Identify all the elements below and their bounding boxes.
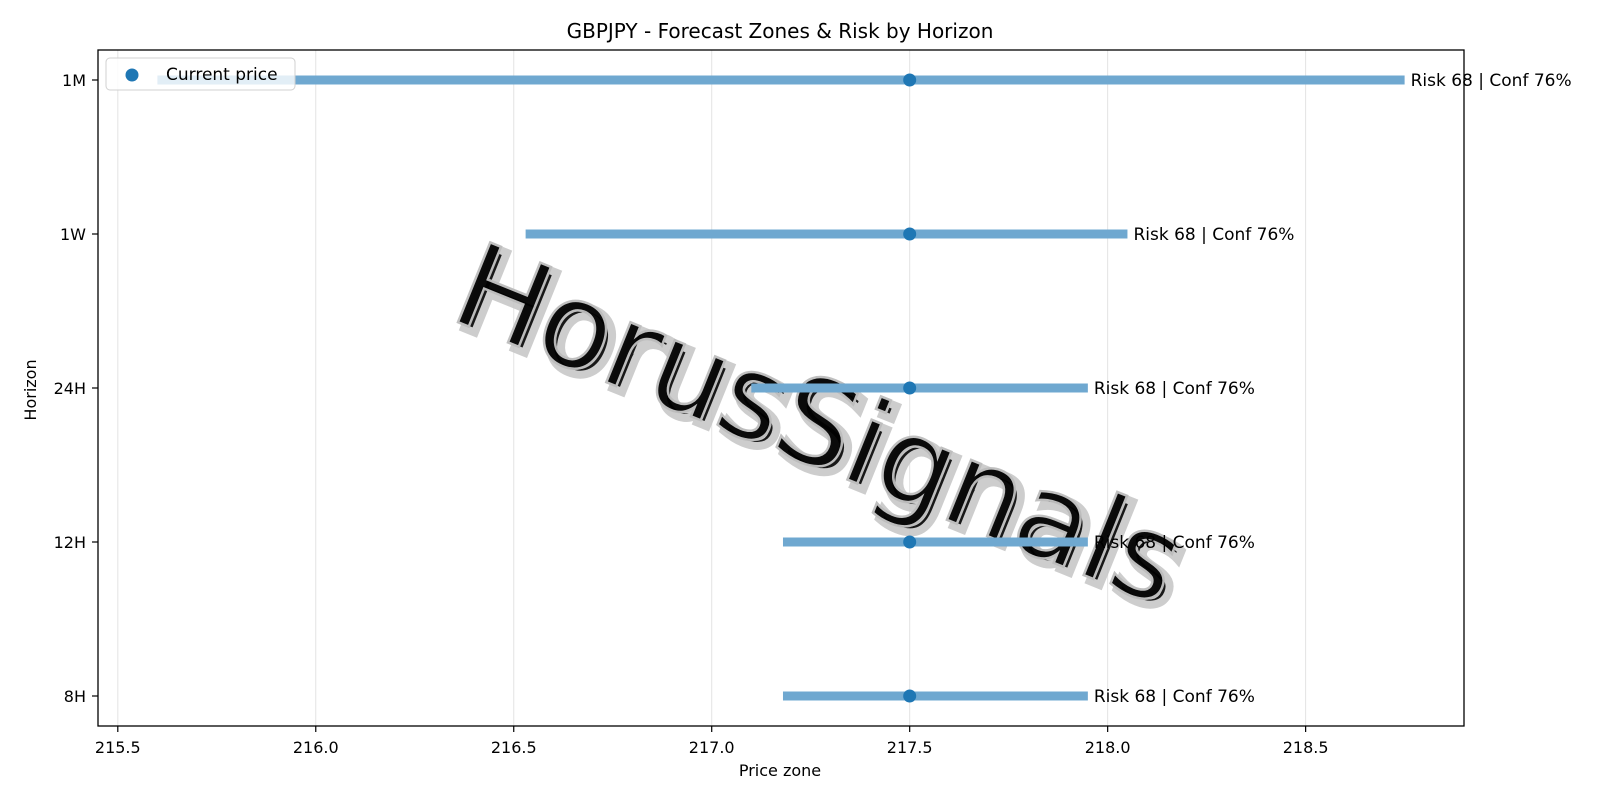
y-tick-label: 1W [60,225,86,244]
x-tick-label: 215.5 [95,738,141,757]
legend-marker [125,68,139,82]
data-label: Risk 68 | Conf 76% [1133,225,1294,245]
data-label: Risk 68 | Conf 76% [1094,687,1255,707]
legend-box [105,57,296,91]
y-tick-label: 24H [54,379,86,398]
x-axis-label: Price zone [739,761,821,780]
data-label: Risk 68 | Conf 76% [1411,71,1572,91]
current-price-point [903,73,917,87]
current-price-point [903,227,917,241]
current-price-point [903,689,917,703]
axes-layer: 215.5 216.0 216.5 217.0 217.5 218.0 218.5 1M 1W 2… [54,71,1329,757]
y-tick-label: 1M [62,71,86,90]
x-tick-label: 216.0 [293,738,339,757]
current-price-point [903,381,917,395]
y-tick-label: 8H [64,687,86,706]
y-tick-label: 12H [54,533,86,552]
y-axis-label: Horizon [21,359,40,420]
data-label: Risk 68 | Conf 76% [1094,533,1255,553]
chart-title: GBPJPY - Forecast Zones & Risk by Horizo… [567,19,994,43]
x-tick-label: 217.5 [887,738,933,757]
x-tick-label: 216.5 [491,738,537,757]
current-price-point [903,535,917,549]
legend-label: Current price [166,65,278,85]
watermark: HorusSignals [437,216,1202,632]
watermark-layer: HorusSignals HorusSignals [435,215,1212,643]
bars-layer [157,73,1405,703]
legend: Current price [105,57,296,91]
x-tick-label: 218.5 [1283,738,1329,757]
data-label: Risk 68 | Conf 76% [1094,379,1255,399]
x-tick-label: 217.0 [689,738,735,757]
labels-layer: Risk 68 | Conf 76% Risk 68 | Conf 76% Risk… [1094,71,1572,707]
x-tick-label: 218.0 [1085,738,1131,757]
